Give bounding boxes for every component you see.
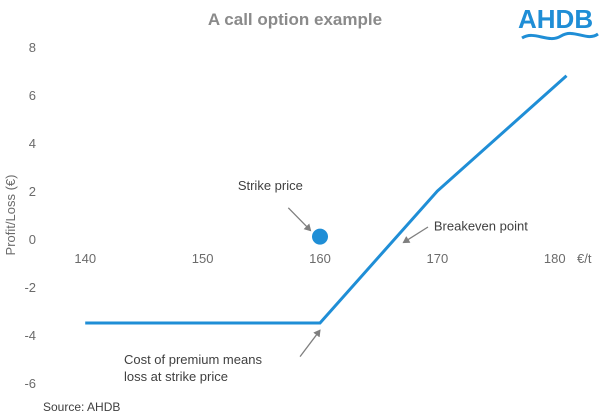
y-tick-label: -4 (24, 328, 36, 343)
y-tick-label: 4 (29, 136, 36, 151)
x-axis-ticks: 140 150 160 170 180 (74, 251, 565, 266)
source-note: Source: AHDB (43, 400, 120, 414)
x-tick-label: 180 (544, 251, 566, 266)
y-tick-label: -2 (24, 280, 36, 295)
y-tick-label: 6 (29, 88, 36, 103)
annotation-layer: Strike price Breakeven point Cost of premi… (124, 178, 528, 384)
chart-title: A call option example (208, 10, 382, 29)
y-tick-label: 2 (29, 184, 36, 199)
strike-price-point (312, 228, 328, 245)
x-tick-label: 150 (192, 251, 214, 266)
x-axis-label: €/t (577, 251, 592, 266)
y-tick-label: 0 (29, 232, 36, 247)
annotation-text: Cost of premium means (124, 352, 262, 367)
y-tick-label: -6 (24, 376, 36, 391)
y-axis-ticks: 8 6 4 2 0 -2 -4 -6 (24, 40, 36, 391)
annotation-text: loss at strike price (124, 369, 228, 384)
annotation-text: Strike price (238, 178, 303, 193)
annotation-arrow (402, 226, 429, 244)
x-tick-label: 160 (309, 251, 331, 266)
annotation-arrow (299, 329, 321, 357)
y-axis-label: Profit/Loss (€) (3, 175, 18, 256)
x-tick-label: 170 (427, 251, 449, 266)
series-layer (85, 74, 568, 325)
y-tick-label: 8 (29, 40, 36, 55)
ahdb-logo: AHDB (518, 4, 599, 41)
x-tick-label: 140 (74, 251, 96, 266)
annotation-arrow (287, 207, 312, 232)
payoff-line (85, 74, 568, 325)
logo-text: AHDB (518, 4, 593, 34)
annotation-text: Breakeven point (434, 219, 528, 234)
logo-wave (521, 31, 599, 41)
